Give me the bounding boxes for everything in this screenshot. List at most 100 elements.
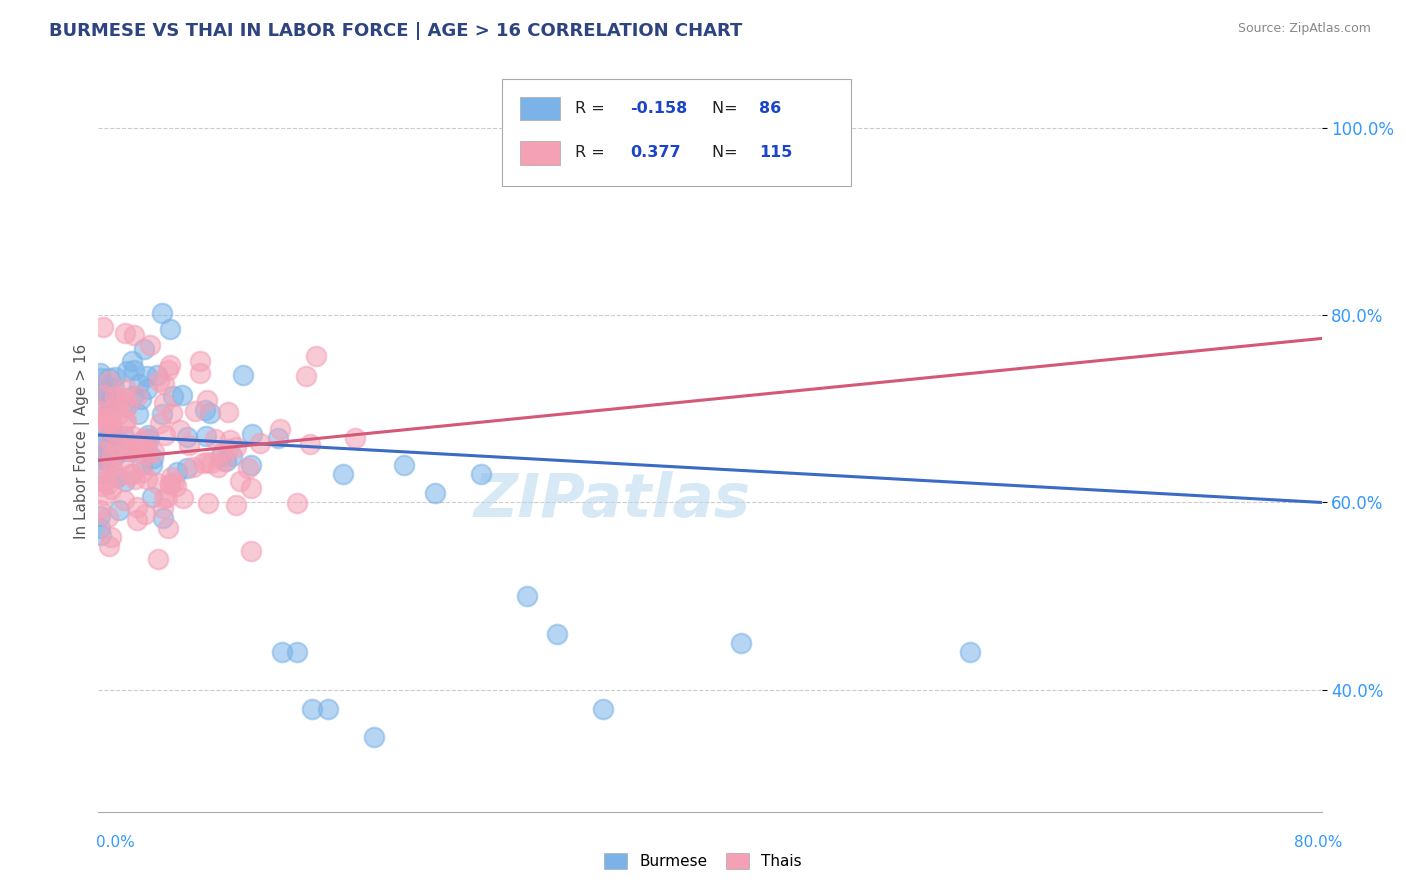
Point bbox=[225, 440, 247, 454]
Point bbox=[115, 399, 138, 413]
Point bbox=[136, 368, 159, 383]
Point bbox=[238, 461, 260, 475]
Point bbox=[107, 446, 129, 460]
Point bbox=[141, 491, 163, 505]
Point bbox=[162, 389, 184, 403]
Point bbox=[94, 385, 117, 400]
Point bbox=[122, 438, 145, 452]
Point bbox=[115, 414, 138, 428]
Point bbox=[89, 367, 111, 381]
Point bbox=[100, 530, 122, 544]
Text: N=: N= bbox=[713, 145, 744, 161]
Point bbox=[117, 364, 139, 378]
Point bbox=[153, 395, 176, 409]
Y-axis label: In Labor Force | Age > 16: In Labor Force | Age > 16 bbox=[75, 344, 90, 539]
Point bbox=[197, 495, 219, 509]
Point bbox=[470, 467, 492, 482]
Point bbox=[96, 453, 118, 467]
Point bbox=[114, 474, 136, 488]
Point bbox=[141, 458, 163, 472]
Point bbox=[89, 431, 111, 445]
Point bbox=[159, 358, 181, 372]
Point bbox=[114, 415, 136, 429]
Point bbox=[117, 442, 139, 457]
Point bbox=[108, 503, 131, 517]
Point bbox=[240, 481, 263, 495]
Point bbox=[592, 701, 614, 715]
Point bbox=[91, 388, 114, 402]
Point bbox=[270, 645, 292, 659]
Point bbox=[194, 403, 217, 417]
Point bbox=[142, 450, 165, 465]
Point bbox=[316, 701, 339, 715]
Point bbox=[217, 442, 239, 457]
Point bbox=[207, 459, 229, 474]
Point bbox=[115, 400, 138, 414]
Point bbox=[134, 507, 156, 521]
Point bbox=[135, 442, 157, 456]
Point bbox=[91, 411, 114, 425]
Point bbox=[98, 539, 121, 553]
Text: 0.377: 0.377 bbox=[630, 145, 681, 161]
Text: -0.158: -0.158 bbox=[630, 101, 688, 116]
Point bbox=[98, 448, 121, 462]
Point bbox=[225, 498, 247, 512]
Point bbox=[162, 475, 184, 489]
Point bbox=[115, 382, 138, 396]
Point bbox=[139, 338, 162, 352]
Point bbox=[89, 508, 111, 523]
Point bbox=[118, 443, 141, 458]
Point bbox=[267, 431, 290, 445]
Point bbox=[97, 410, 120, 425]
Point bbox=[96, 460, 118, 475]
Point bbox=[197, 392, 219, 407]
Point bbox=[100, 482, 122, 496]
Point bbox=[107, 470, 129, 484]
Text: ZIPatlas: ZIPatlas bbox=[474, 471, 751, 530]
Point bbox=[105, 470, 128, 484]
Text: 115: 115 bbox=[759, 145, 793, 161]
Point bbox=[100, 417, 122, 431]
Point bbox=[188, 354, 211, 368]
Point bbox=[269, 422, 291, 436]
Point bbox=[100, 403, 122, 417]
Point bbox=[150, 407, 173, 421]
Point bbox=[150, 306, 173, 320]
Point bbox=[172, 491, 194, 505]
Point bbox=[169, 423, 191, 437]
Point bbox=[89, 466, 111, 480]
Point bbox=[232, 368, 254, 382]
Point bbox=[138, 432, 160, 446]
Point bbox=[107, 439, 129, 453]
Point bbox=[114, 433, 136, 447]
FancyBboxPatch shape bbox=[520, 96, 560, 120]
Point bbox=[125, 389, 148, 403]
Point bbox=[90, 448, 112, 462]
Text: R =: R = bbox=[575, 145, 610, 161]
FancyBboxPatch shape bbox=[502, 78, 851, 186]
Text: BURMESE VS THAI IN LABOR FORCE | AGE > 16 CORRELATION CHART: BURMESE VS THAI IN LABOR FORCE | AGE > 1… bbox=[49, 22, 742, 40]
Point bbox=[90, 383, 112, 397]
Point bbox=[97, 371, 120, 385]
Point bbox=[136, 472, 159, 486]
Point bbox=[194, 428, 217, 442]
Point bbox=[959, 645, 981, 659]
Point bbox=[98, 374, 121, 388]
Point bbox=[90, 452, 112, 467]
Point bbox=[89, 502, 111, 516]
Point bbox=[156, 362, 179, 376]
Point bbox=[103, 381, 125, 395]
Point bbox=[157, 521, 180, 535]
Point bbox=[125, 500, 148, 515]
Point bbox=[100, 402, 122, 417]
Point bbox=[97, 477, 120, 491]
Point bbox=[131, 446, 153, 460]
Point bbox=[143, 445, 166, 459]
Point bbox=[104, 448, 127, 462]
Point bbox=[101, 449, 124, 463]
Point bbox=[105, 431, 128, 445]
Point bbox=[131, 458, 153, 473]
Point bbox=[134, 431, 156, 445]
Point bbox=[100, 425, 122, 439]
Point bbox=[136, 448, 159, 462]
